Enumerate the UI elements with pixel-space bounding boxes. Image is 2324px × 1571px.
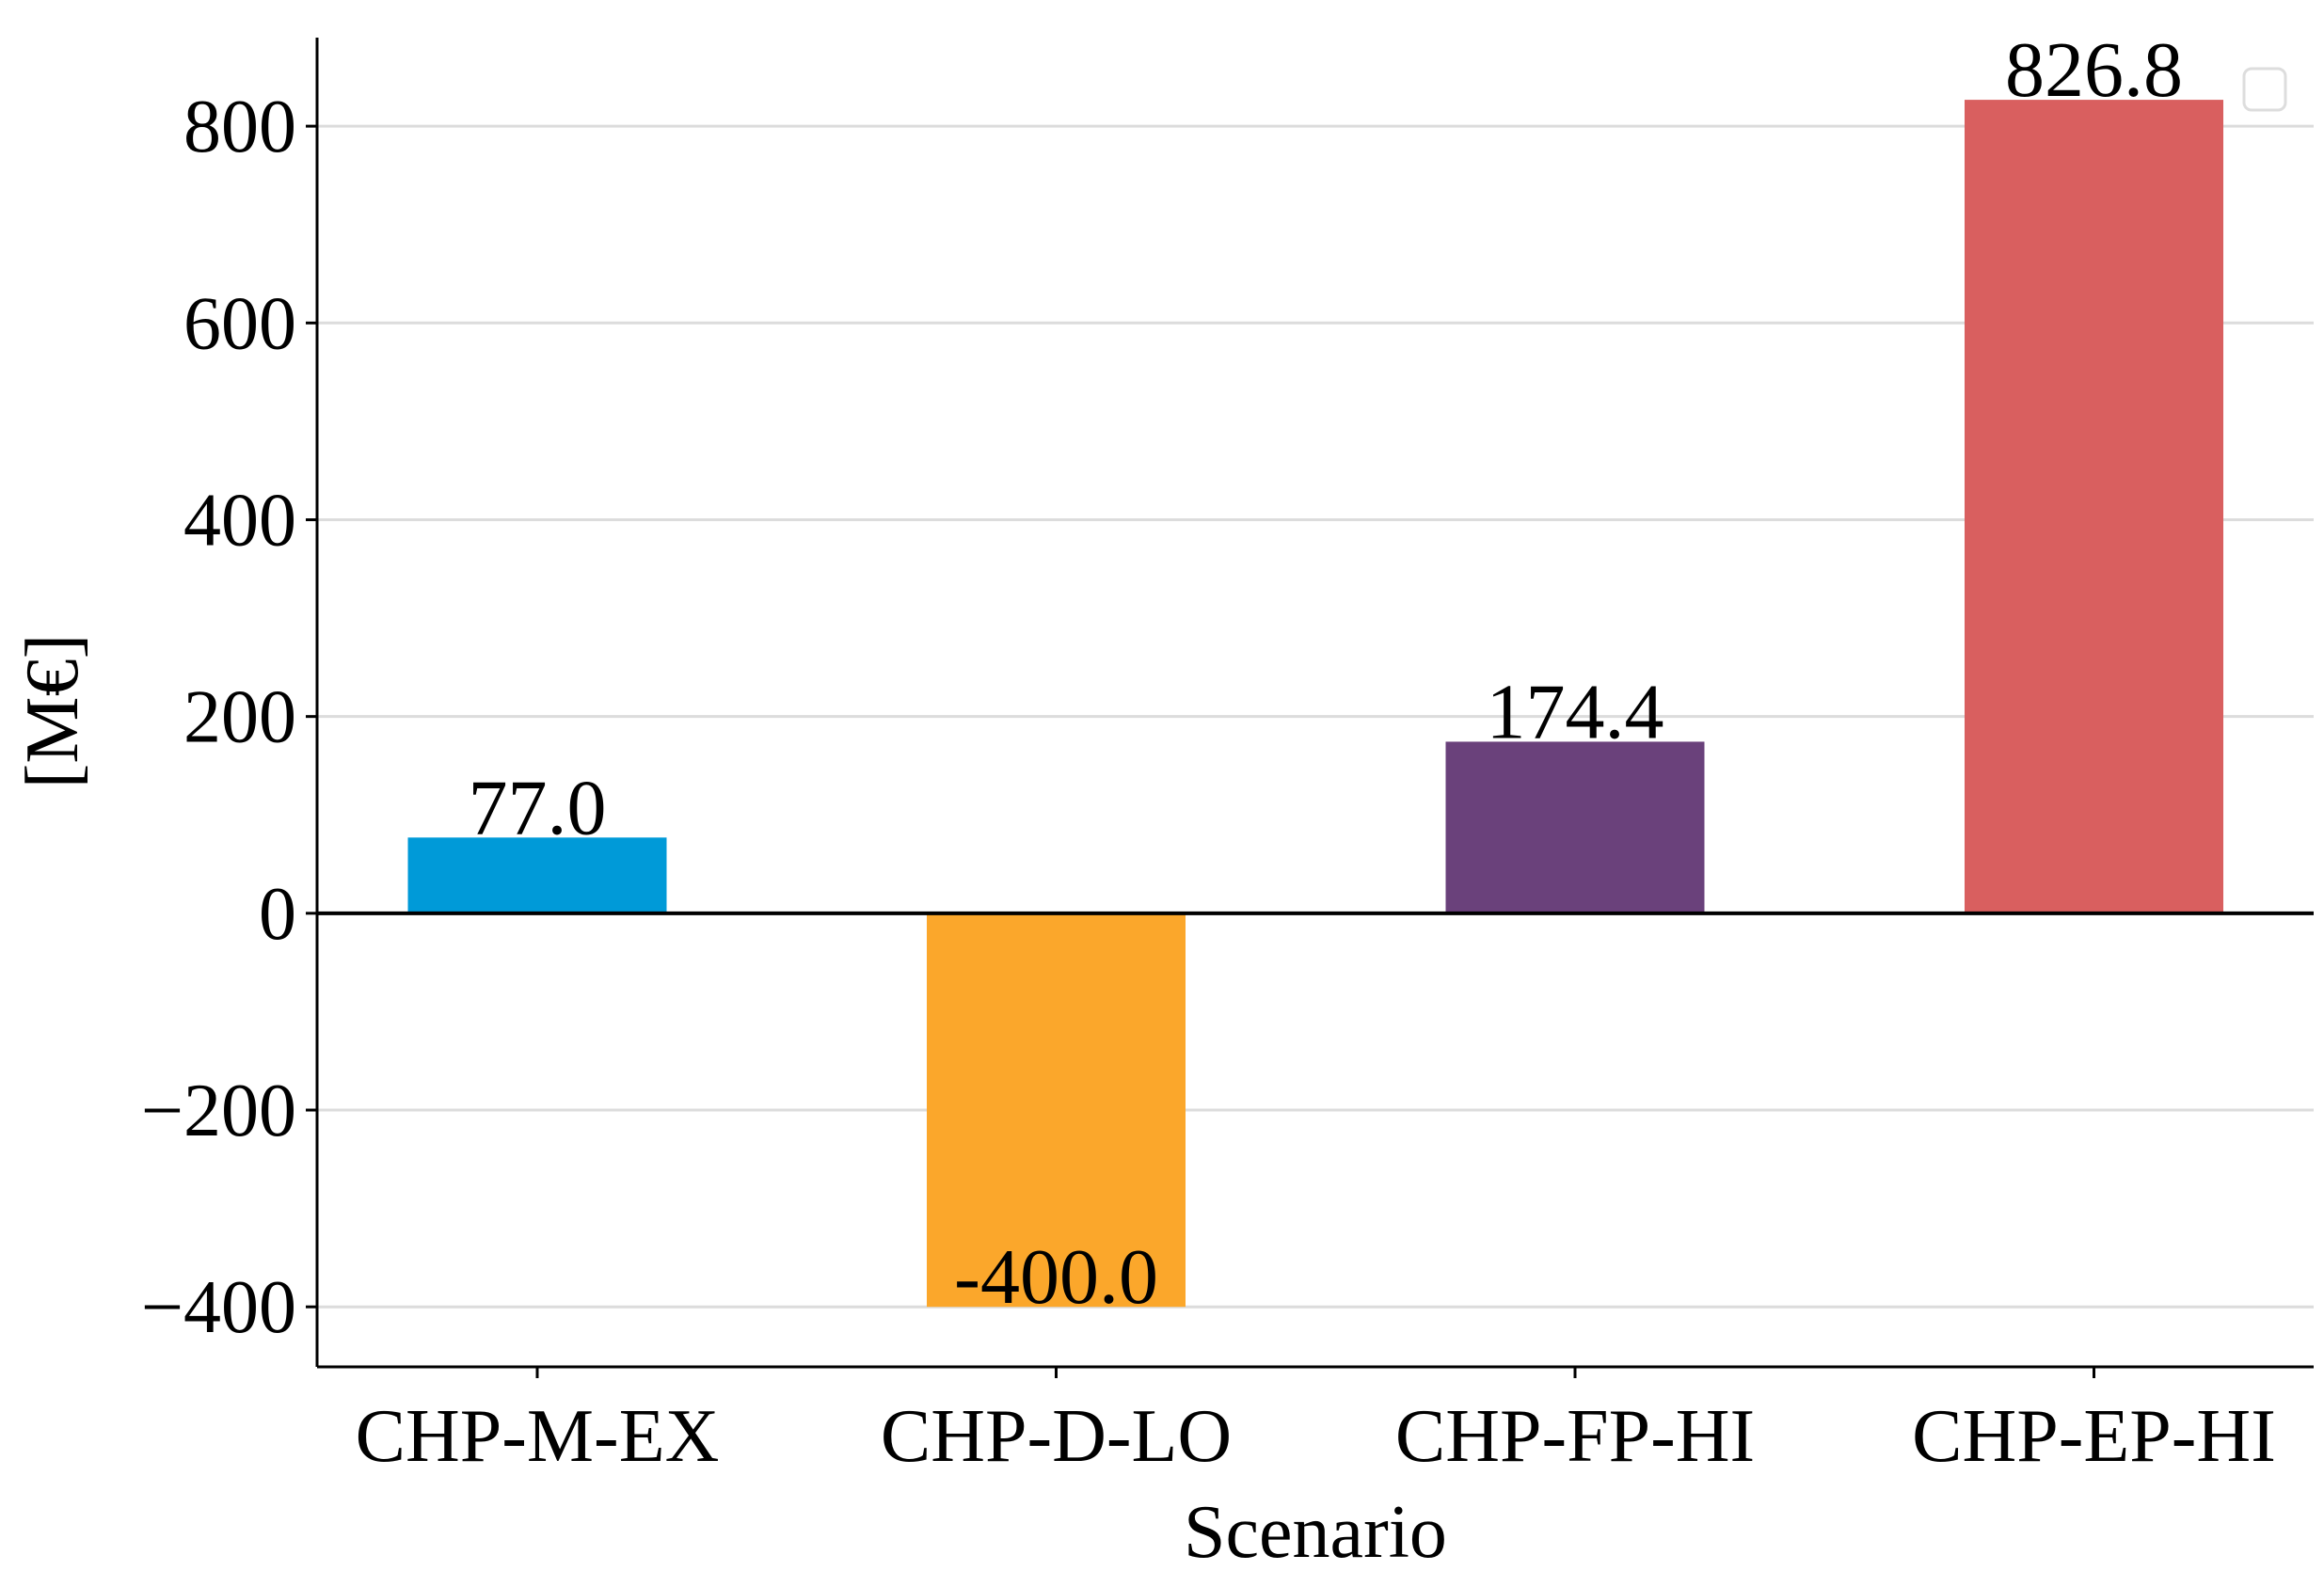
y-tick-label: 0 <box>259 873 296 956</box>
legend-box <box>2242 67 2287 112</box>
y-tick-label: 400 <box>183 479 296 562</box>
bar <box>1445 741 1705 913</box>
y-tick-label: −400 <box>141 1266 296 1349</box>
y-tick-label: 600 <box>183 282 296 365</box>
x-tick-label: CHP-EP-HI <box>1912 1395 2276 1478</box>
y-tick-label: −200 <box>141 1070 296 1152</box>
bar <box>407 837 667 913</box>
x-tick-label: CHP-D-LO <box>881 1395 1232 1478</box>
y-tick-label: 800 <box>183 86 296 168</box>
value-label: 174.4 <box>1487 668 1664 755</box>
y-tick-label: 200 <box>183 676 296 759</box>
x-tick-label: CHP-FP-HI <box>1395 1395 1755 1478</box>
x-tick-label: CHP-M-EX <box>356 1395 720 1478</box>
x-axis-label: Scenario <box>1184 1491 1447 1571</box>
value-label: -400.0 <box>954 1233 1158 1321</box>
bar <box>1965 100 2223 913</box>
y-axis-label: [M€] <box>11 634 94 788</box>
bar <box>927 912 1186 1308</box>
value-label: 826.8 <box>2005 26 2183 114</box>
value-label: 77.0 <box>469 764 607 851</box>
